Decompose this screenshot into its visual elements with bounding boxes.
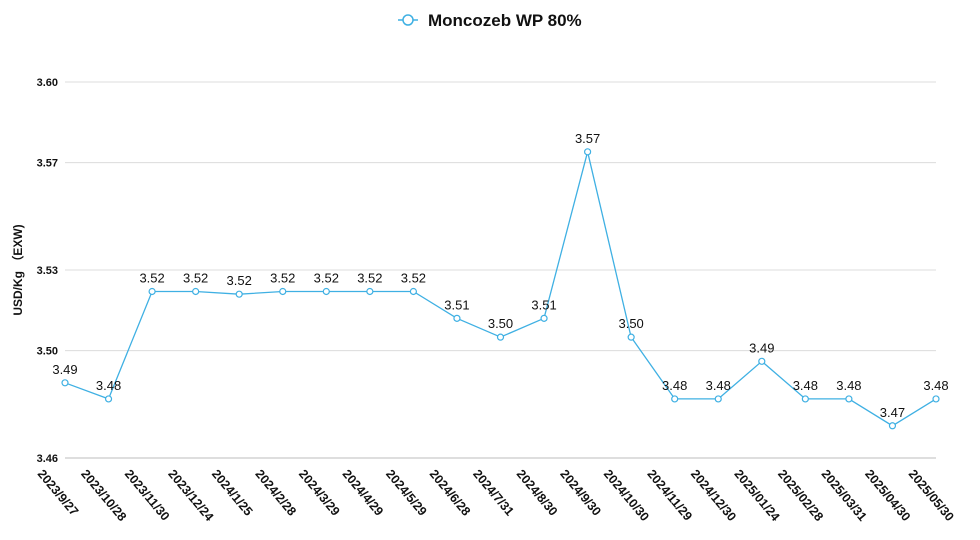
data-label: 3.47 bbox=[880, 405, 905, 420]
x-tick-label: 2024/5/29 bbox=[383, 467, 430, 519]
data-points bbox=[61, 148, 940, 430]
y-tick-label: 3.50 bbox=[37, 346, 58, 358]
data-point bbox=[104, 395, 113, 403]
data-label: 3.52 bbox=[401, 270, 426, 285]
data-point bbox=[932, 395, 940, 403]
data-label: 3.48 bbox=[923, 378, 948, 393]
x-tick-label: 2023/11/30 bbox=[122, 467, 173, 523]
data-point bbox=[235, 290, 243, 298]
data-label: 3.50 bbox=[488, 316, 513, 331]
x-tick-label: 2024/3/29 bbox=[296, 467, 343, 519]
x-tick-label: 2024/4/29 bbox=[340, 467, 387, 519]
data-label: 3.48 bbox=[706, 378, 731, 393]
x-tick-label: 2024/6/28 bbox=[427, 467, 474, 519]
data-label: 3.52 bbox=[270, 270, 295, 285]
x-tick-label: 2024/9/30 bbox=[557, 467, 604, 519]
data-point bbox=[61, 379, 69, 387]
data-label: 3.52 bbox=[139, 270, 164, 285]
data-point bbox=[279, 287, 287, 296]
data-label: 3.52 bbox=[357, 270, 382, 285]
data-point bbox=[366, 287, 374, 296]
legend-marker bbox=[402, 14, 414, 26]
data-point bbox=[192, 287, 200, 296]
x-tick-label: 2024/2/28 bbox=[252, 467, 299, 519]
data-label: 3.51 bbox=[531, 297, 556, 312]
data-point bbox=[409, 287, 417, 296]
y-tick-label: 3.46 bbox=[37, 453, 58, 465]
legend: Moncozeb WP 80% bbox=[398, 11, 582, 30]
data-label: 3.50 bbox=[618, 316, 643, 331]
data-label: 3.48 bbox=[662, 378, 687, 393]
y-axis-ticks: 3.46 3.50 3.53 3.57 3.60 bbox=[37, 77, 58, 465]
gridlines bbox=[65, 81, 936, 459]
data-label: 3.52 bbox=[227, 273, 252, 288]
data-point bbox=[583, 148, 592, 156]
y-axis-label: USD/Kg （EXW) bbox=[10, 224, 25, 315]
x-axis-ticks: 2023/9/272023/10/282023/11/302023/12/242… bbox=[35, 467, 957, 524]
data-label: 3.49 bbox=[749, 340, 774, 355]
x-tick-label: 2024/11/29 bbox=[644, 467, 695, 523]
x-tick-label: 2023/9/27 bbox=[35, 467, 82, 519]
data-point bbox=[540, 314, 548, 322]
data-labels: 3.49 3.48 3.52 3.52 3.52 3.52 3.52 3.52 3.52 3.51… bbox=[52, 131, 948, 420]
data-label: 3.49 bbox=[52, 362, 77, 377]
legend-label: Moncozeb WP 80% bbox=[428, 11, 582, 30]
data-point bbox=[801, 395, 809, 403]
y-tick-label: 3.57 bbox=[37, 158, 58, 170]
data-label: 3.48 bbox=[96, 378, 121, 393]
data-label: 3.48 bbox=[836, 378, 861, 393]
data-point bbox=[453, 314, 461, 322]
data-label: 3.48 bbox=[793, 378, 818, 393]
x-tick-label: 2024/7/31 bbox=[470, 467, 517, 519]
y-tick-label: 3.60 bbox=[37, 77, 58, 89]
data-label: 3.52 bbox=[183, 270, 208, 285]
data-point bbox=[322, 287, 330, 296]
data-label: 3.52 bbox=[314, 270, 339, 285]
data-point bbox=[496, 333, 505, 341]
y-tick-label: 3.53 bbox=[37, 265, 58, 277]
data-point bbox=[148, 287, 156, 296]
x-tick-label: 2024/1/25 bbox=[209, 467, 256, 519]
data-point bbox=[627, 333, 635, 341]
data-point bbox=[888, 422, 897, 430]
data-label: 3.51 bbox=[444, 297, 469, 312]
data-point bbox=[845, 395, 853, 403]
data-point bbox=[714, 395, 722, 403]
x-tick-label: 2024/8/30 bbox=[514, 467, 561, 519]
data-point bbox=[671, 395, 679, 403]
x-tick-label: 2025/05/30 bbox=[906, 467, 957, 524]
data-point bbox=[758, 357, 766, 365]
data-label: 3.57 bbox=[575, 131, 600, 146]
